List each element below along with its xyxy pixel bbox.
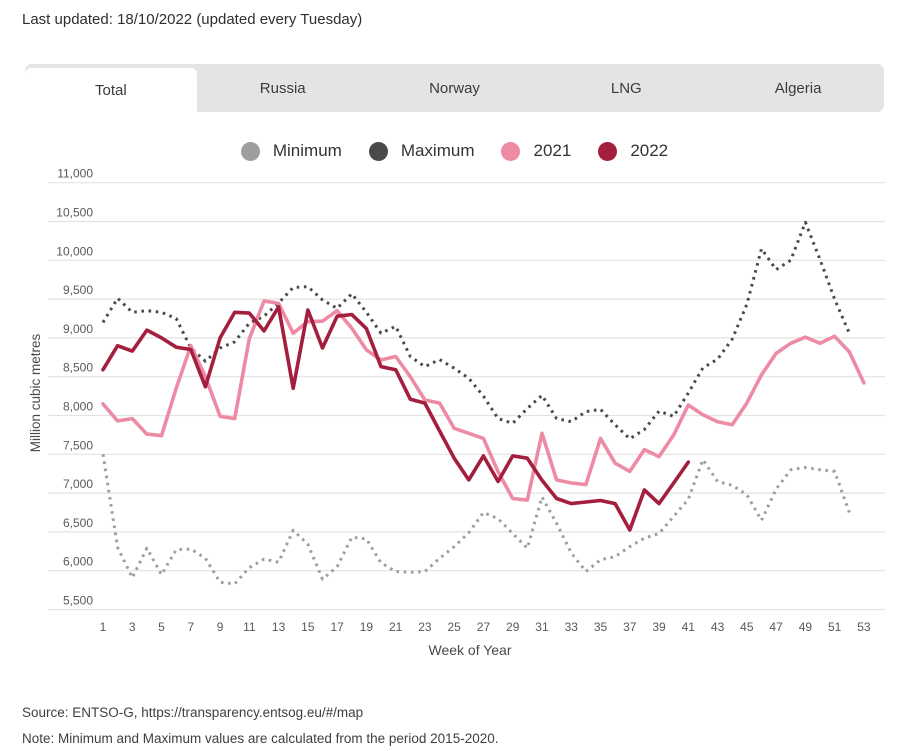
tab-norway[interactable]: Norway [369,64,541,112]
legend-dot-minimum [240,141,260,161]
x-tick-label: 15 [301,620,315,634]
x-tick-label: 11 [243,620,256,634]
legend-dot-2021 [501,141,521,161]
x-tick-label: 19 [360,620,374,634]
y-axis-title: Million cubic metres [28,333,43,452]
legend-dot-2022 [598,141,618,161]
y-tick-label: 6,500 [63,516,93,530]
legend-label: Minimum [272,141,342,160]
x-tick-label: 25 [448,620,462,634]
x-tick-label: 45 [740,620,754,634]
x-tick-label: 51 [828,620,842,634]
x-tick-label: 37 [623,620,637,634]
y-tick-label: 5,500 [63,594,93,608]
legend-label: Maximum [400,141,475,160]
y-tick-label: 9,000 [63,322,93,336]
x-tick-label: 47 [769,620,783,634]
x-tick-label: 41 [682,620,696,634]
x-tick-label: 43 [711,620,725,634]
x-tick-label: 7 [187,620,194,634]
tab-lng[interactable]: LNG [540,64,712,112]
x-tick-label: 39 [652,620,666,634]
legend-label: 2022 [630,141,669,160]
y-tick-label: 7,000 [63,477,93,491]
note-text: Note: Minimum and Maximum values are cal… [22,731,499,746]
x-tick-label: 21 [389,620,403,634]
legend-dot-maximum [368,141,388,161]
x-tick-label: 35 [594,620,608,634]
tab-russia[interactable]: Russia [197,64,369,112]
x-tick-label: 31 [535,620,549,634]
tab-total[interactable]: Total [25,68,197,124]
series-line-2022 [101,305,691,532]
x-tick-label: 23 [418,620,432,634]
x-tick-label: 13 [272,620,286,634]
x-axis-title: Week of Year [428,642,511,658]
legend-item-2021[interactable]: 2021 [501,141,571,161]
legend-item-minimum[interactable]: Minimum [240,141,342,161]
x-tick-label: 27 [477,620,491,634]
x-tick-label: 53 [857,620,871,634]
y-tick-label: 8,000 [63,400,93,414]
y-tick-label: 8,500 [63,361,93,375]
x-tick-label: 17 [330,620,344,634]
tab-bar: Total Russia Norway LNG Algeria [25,64,884,124]
chart-legend: Minimum Maximum 2021 2022 [0,141,909,161]
y-tick-label: 10,000 [56,244,93,258]
x-tick-label: 49 [799,620,813,634]
x-tick-label: 29 [506,620,520,634]
x-tick-label: 3 [129,620,136,634]
y-tick-label: 7,500 [63,438,93,452]
x-tick-label: 9 [217,620,224,634]
series-line-2021 [101,299,866,502]
source-text: Source: ENTSO-G, https://transparency.en… [22,705,364,720]
series-line-minimum [101,454,851,586]
y-tick-label: 11,000 [57,167,93,181]
x-tick-label: 33 [565,620,579,634]
y-tick-label: 9,500 [63,283,93,297]
tab-algeria[interactable]: Algeria [712,64,884,112]
legend-item-2022[interactable]: 2022 [598,141,668,161]
x-tick-label: 5 [158,620,165,634]
y-tick-label: 10,500 [56,206,93,220]
legend-item-maximum[interactable]: Maximum [368,141,475,161]
last-updated-text: Last updated: 18/10/2022 (updated every … [22,11,363,28]
series-line-maximum [101,220,851,441]
y-tick-label: 6,000 [63,555,93,569]
x-tick-label: 1 [100,620,107,634]
legend-label: 2021 [533,141,572,160]
